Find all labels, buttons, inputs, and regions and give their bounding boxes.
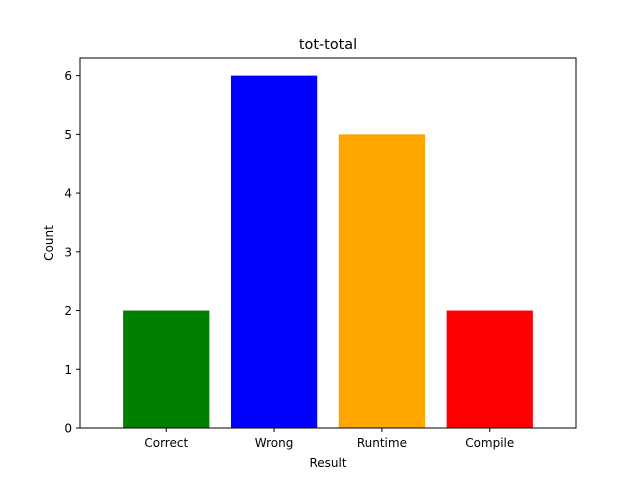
- y-tick-label-1: 1: [64, 363, 72, 377]
- x-tick-label-wrong: Wrong: [255, 436, 294, 450]
- y-tick-label-3: 3: [64, 245, 72, 259]
- y-tick-label-2: 2: [64, 304, 72, 318]
- x-tick-label-correct: Correct: [144, 436, 188, 450]
- y-tick-label-5: 5: [64, 128, 72, 142]
- x-tick-label-compile: Compile: [465, 436, 514, 450]
- x-tick-label-runtime: Runtime: [357, 436, 407, 450]
- bar-correct: [123, 310, 210, 428]
- y-axis-label: Count: [42, 225, 56, 261]
- chart-title: tot-total: [299, 37, 357, 53]
- bar-compile: [446, 310, 533, 428]
- y-tick-label-0: 0: [64, 422, 72, 436]
- bar-wrong: [230, 75, 318, 428]
- bar-runtime: [338, 134, 426, 428]
- y-tick-label-6: 6: [64, 69, 72, 83]
- y-ticks: 0 1 2 3 4 5 6: [64, 69, 80, 436]
- bars-layer: [123, 75, 533, 428]
- plot-frame: [79, 57, 577, 429]
- x-ticks: Correct Wrong Runtime Compile: [144, 428, 514, 450]
- y-tick-label-4: 4: [64, 187, 72, 201]
- x-axis-label: Result: [309, 456, 346, 470]
